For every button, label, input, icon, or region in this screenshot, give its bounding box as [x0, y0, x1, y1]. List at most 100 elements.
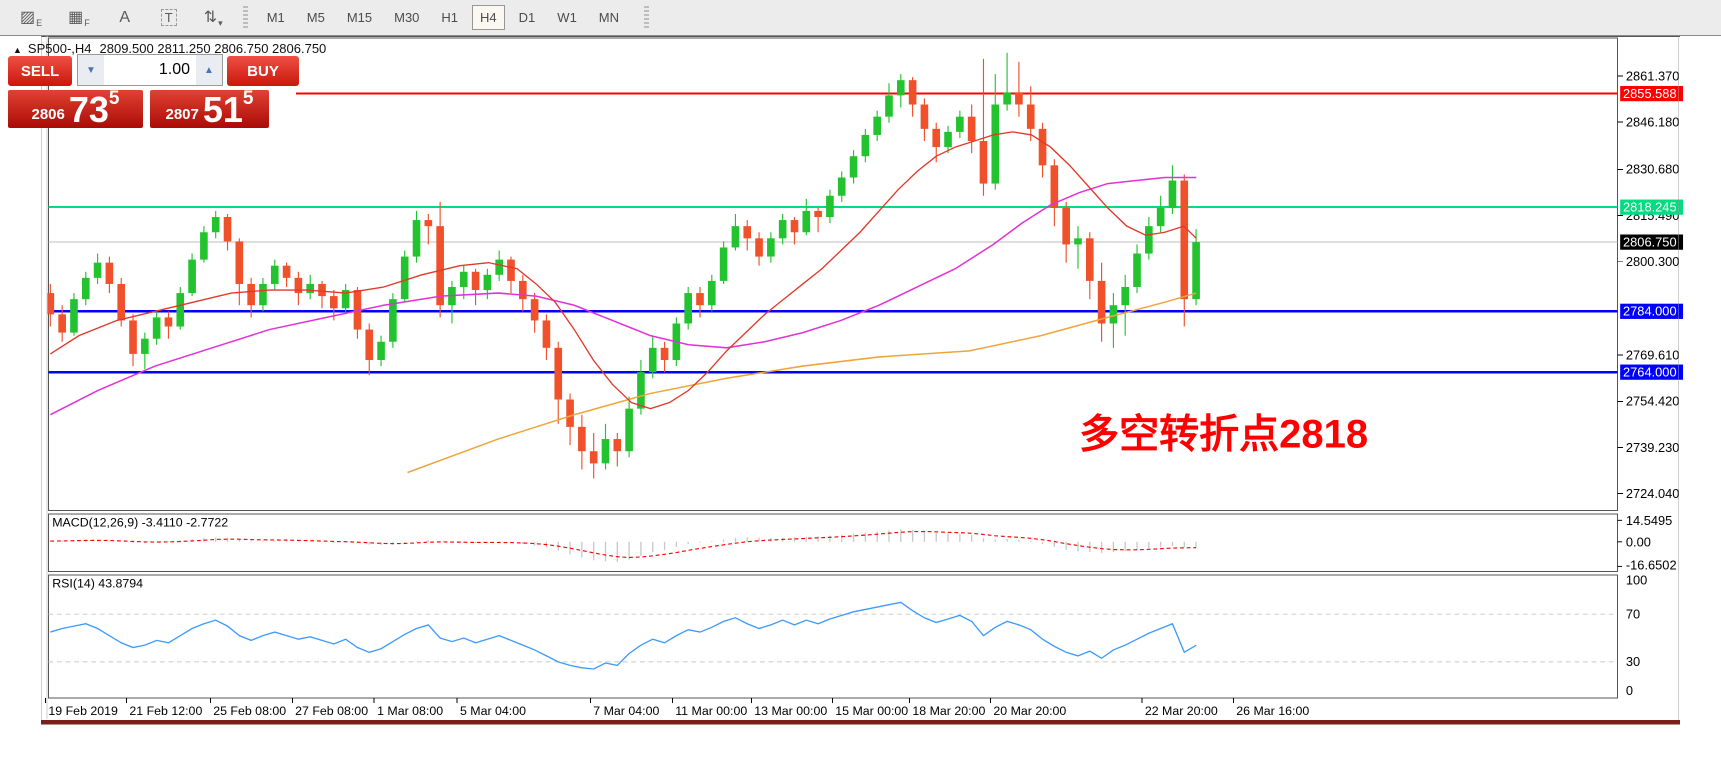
candle-body	[696, 293, 704, 306]
timeframe-button-m15[interactable]: M15	[339, 5, 380, 30]
macd-axis-label: -16.6502	[1626, 557, 1677, 572]
price-level-badge	[1620, 85, 1684, 102]
ma-fast-red-line	[49, 131, 1197, 410]
candle-body	[861, 134, 870, 157]
candle-body	[424, 220, 433, 227]
candle-body	[767, 238, 775, 257]
candle-body	[1085, 238, 1094, 281]
chart-area[interactable]: 多空转折点2818 2861.3702846.1802830.6802815.49…	[0, 36, 1721, 759]
time-axis-label: 20 Mar 20:00	[993, 704, 1066, 718]
time-axis-label: 13 Mar 00:00	[754, 704, 827, 718]
candle-body	[247, 283, 255, 306]
dropdown-caret-icon: ▾	[218, 17, 223, 28]
sell-price-display[interactable]: 2806 73 5	[8, 89, 143, 128]
time-axis-label: 11 Mar 00:00	[675, 704, 747, 718]
hatch-pattern-tool-icon[interactable]: ▨E	[14, 3, 48, 33]
candle-body	[1133, 253, 1141, 287]
timeframe-button-m30[interactable]: M30	[386, 5, 427, 30]
candle-body	[1062, 207, 1070, 245]
price-level-badge	[1620, 364, 1684, 380]
candle-body	[979, 141, 988, 184]
candle-body	[1109, 305, 1118, 324]
candle-body	[1121, 286, 1130, 306]
volume-increase-button[interactable]: ▲	[196, 55, 222, 85]
candle-body	[412, 220, 421, 257]
price-axis: 2861.3702846.1802830.6802815.4902800.300…	[1617, 68, 1684, 501]
buy-button[interactable]: BUY	[227, 56, 299, 86]
timeframe-button-w1[interactable]: W1	[549, 5, 585, 30]
sell-button[interactable]: SELL	[8, 56, 72, 86]
candle-body	[164, 317, 173, 327]
candle-body	[1050, 165, 1059, 208]
candle-body	[129, 320, 137, 354]
rsi-label: RSI(14) 43.8794	[52, 577, 143, 591]
candle-body	[932, 128, 941, 148]
candle-body	[790, 220, 799, 233]
candle-body	[1180, 180, 1189, 300]
arrows-tool-icon[interactable]: ⇅▾	[198, 3, 229, 33]
text-box-tool-icon[interactable]: T	[154, 3, 184, 33]
toolbar-separator	[644, 5, 650, 30]
candle-body	[141, 338, 149, 354]
timeframe-button-d1[interactable]: D1	[511, 5, 544, 30]
timeframe-button-m1[interactable]: M1	[259, 5, 293, 30]
candle-body	[176, 293, 185, 327]
rsi-line	[50, 601, 1197, 670]
time-axis-label: 27 Feb 08:00	[295, 704, 368, 718]
candle-body	[542, 320, 551, 348]
buy-price-display[interactable]: 2807 51 5	[150, 89, 269, 128]
candle-body	[1026, 104, 1035, 129]
rsi-axis-label: 70	[1626, 606, 1640, 621]
price-level-badge-label: 2855.588	[1623, 86, 1677, 101]
timeframe-button-mn[interactable]: MN	[591, 5, 627, 30]
candle-body	[920, 104, 929, 129]
candle-body	[318, 283, 326, 297]
toolbar-separator	[242, 5, 248, 30]
candle-body	[601, 439, 610, 464]
candle-body	[211, 217, 220, 233]
candle-body	[377, 341, 385, 360]
candle-body	[1015, 92, 1023, 105]
candle-body	[625, 408, 633, 452]
chart-annotation-text: 多空转折点2818	[1079, 413, 1368, 457]
candle-body	[896, 80, 905, 96]
grid-pattern-tool-icon[interactable]: ▦F	[62, 3, 96, 33]
candle-body	[1192, 242, 1200, 300]
macd-label: MACD(12,26,9) -3.4110 -2.7722	[52, 516, 228, 530]
candle-body	[743, 226, 752, 239]
candle-body	[637, 372, 645, 409]
horizontal-level-lines[interactable]	[48, 92, 1618, 374]
ohlc-values: 2809.500 2811.250 2806.750 2806.750	[99, 41, 327, 56]
price-axis-label: 2846.180	[1626, 114, 1680, 129]
rsi-axis-label: 0	[1626, 683, 1633, 698]
timeframe-button-h4[interactable]: H4	[472, 5, 505, 30]
candle-body	[200, 232, 208, 260]
candle-body	[967, 116, 976, 142]
candlestick-series	[46, 52, 1200, 479]
candle-body	[341, 290, 350, 309]
candle-body	[1168, 180, 1177, 208]
volume-input[interactable]	[104, 55, 196, 85]
candle-body	[731, 226, 740, 248]
timeframe-button-m5[interactable]: M5	[299, 5, 333, 30]
text-label-tool-icon[interactable]: A	[110, 3, 140, 33]
candle-body	[188, 259, 196, 294]
ma-slow-orange-line	[407, 292, 1197, 474]
price-axis-label: 2739.230	[1626, 440, 1680, 455]
panel-frames	[40, 36, 1681, 699]
candle-body	[306, 283, 315, 294]
time-axis-label: 18 Mar 20:00	[912, 704, 985, 718]
candle-body	[802, 210, 811, 233]
timeframe-button-h1[interactable]: H1	[433, 5, 466, 30]
price-level-badge	[1620, 199, 1684, 215]
candle-body	[519, 280, 527, 300]
rsi-axis-label: 100	[1626, 573, 1647, 588]
candle-body	[530, 299, 539, 321]
candle-body	[105, 262, 114, 284]
candle-body	[282, 265, 291, 278]
candle-body	[778, 220, 787, 239]
time-axis-label: 19 Feb 2019	[48, 704, 118, 718]
candle-body	[495, 259, 504, 275]
candle-body	[330, 296, 338, 309]
volume-decrease-button[interactable]: ▼	[78, 55, 104, 85]
